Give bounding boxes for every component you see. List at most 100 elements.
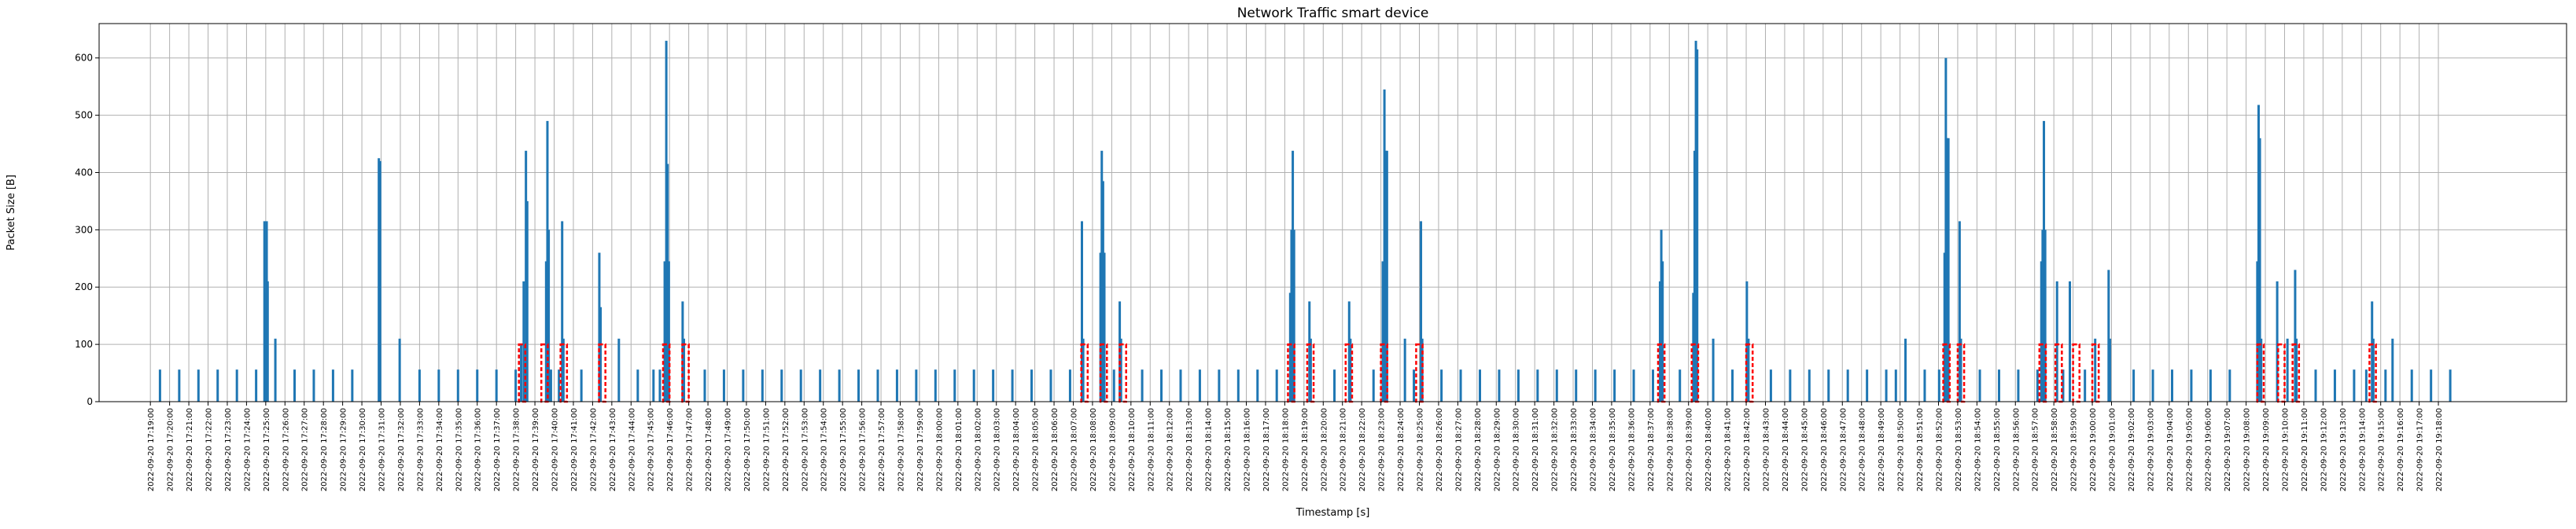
x-tick-label: 2022-09-20 19:11:00 — [2301, 408, 2309, 491]
data-bar — [2228, 369, 2231, 402]
data-bar — [1894, 369, 1897, 402]
data-bar — [2384, 369, 2387, 402]
x-tick-label: 2022-09-20 19:10:00 — [2281, 408, 2290, 491]
data-bar — [2294, 270, 2297, 402]
data-bar — [456, 369, 459, 402]
highlight-window — [1942, 343, 1951, 403]
x-tick-label: 2022-09-20 18:24:00 — [1397, 408, 1406, 491]
highlight-window — [1306, 343, 1315, 403]
highlight-markers — [518, 343, 2377, 403]
data-bar — [617, 338, 621, 402]
data-bar — [1712, 338, 1715, 402]
data-bar — [895, 369, 898, 402]
x-tick-label: 2022-09-20 17:56:00 — [859, 408, 868, 491]
highlight-window — [518, 343, 527, 403]
data-bar — [1945, 138, 1948, 402]
data-bar — [178, 369, 181, 402]
x-tick-label: 2022-09-20 17:59:00 — [916, 408, 925, 491]
x-tick-label: 2022-09-20 17:37:00 — [493, 408, 502, 491]
data-bar — [2286, 338, 2289, 402]
x-tick-label: 2022-09-20 17:54:00 — [820, 408, 829, 491]
x-tick-label: 2022-09-20 18:36:00 — [1627, 408, 1636, 491]
data-bar — [1100, 150, 1104, 402]
x-tick-label: 2022-09-20 18:30:00 — [1513, 408, 1521, 491]
data-bar — [2041, 230, 2044, 402]
data-bar — [1694, 40, 1697, 402]
x-tick-label: 2022-09-20 19:05:00 — [2185, 408, 2194, 491]
x-tick-label: 2022-09-20 17:36:00 — [474, 408, 483, 491]
x-tick-label: 2022-09-20 18:01:00 — [955, 408, 964, 491]
data-bar — [598, 252, 601, 402]
y-tick-label: 500 — [75, 110, 93, 121]
data-bar — [2094, 338, 2097, 402]
highlight-window — [1745, 343, 1754, 403]
data-bar — [1288, 292, 1292, 402]
data-bar — [418, 369, 421, 402]
data-bar — [2084, 369, 2087, 402]
x-tick-label: 2022-09-20 18:56:00 — [2012, 408, 2021, 491]
highlight-window — [2072, 343, 2080, 403]
x-tick-label: 2022-09-20 18:14:00 — [1205, 408, 1214, 491]
data-bar — [525, 150, 528, 402]
x-tick-label: 2022-09-20 18:59:00 — [2070, 408, 2079, 491]
x-tick-label: 2022-09-20 18:44:00 — [1782, 408, 1790, 491]
x-tick-label: 2022-09-20 18:38:00 — [1666, 408, 1675, 491]
x-tick-label: 2022-09-20 18:13:00 — [1185, 408, 1194, 491]
highlight-window — [2291, 343, 2301, 403]
data-bar — [1292, 230, 1295, 402]
x-tick-label: 2022-09-20 17:27:00 — [301, 408, 310, 491]
x-tick-label: 2022-09-20 18:42:00 — [1743, 408, 1752, 491]
data-bar — [1030, 369, 1034, 402]
x-tick-label: 2022-09-20 18:43:00 — [1762, 408, 1771, 491]
x-tick-label: 2022-09-20 19:00:00 — [2089, 408, 2098, 491]
x-tick-label: 2022-09-20 18:54:00 — [1973, 408, 1982, 491]
data-bar — [1384, 150, 1388, 402]
data-bar — [2108, 338, 2111, 402]
highlight-window — [2256, 343, 2265, 403]
data-bar — [1789, 369, 1792, 402]
x-tick-label: 2022-09-20 18:41:00 — [1724, 408, 1733, 491]
data-bar — [683, 338, 686, 402]
x-tick-label: 2022-09-20 19:09:00 — [2262, 408, 2271, 491]
data-bar — [2276, 281, 2279, 402]
x-tick-label: 2022-09-20 17:21:00 — [186, 408, 194, 491]
data-bar — [1385, 150, 1388, 402]
data-bar — [1292, 150, 1295, 402]
y-tick-label: 400 — [75, 167, 93, 178]
data-bar — [2260, 338, 2263, 402]
x-tick-label: 2022-09-20 17:29:00 — [340, 408, 348, 491]
x-tick-label: 2022-09-20 17:28:00 — [320, 408, 329, 491]
x-tick-label: 2022-09-20 17:58:00 — [897, 408, 906, 491]
data-bar — [780, 369, 783, 402]
data-bar — [1575, 369, 1578, 402]
data-bar — [1459, 369, 1462, 402]
data-bar — [561, 221, 564, 402]
x-tick-label: 2022-09-20 17:57:00 — [878, 408, 886, 491]
data-bar — [2209, 369, 2212, 402]
data-bar — [722, 369, 725, 402]
data-bar — [972, 369, 975, 402]
x-tick-label: 2022-09-20 18:40:00 — [1704, 408, 1713, 491]
data-bar — [1885, 369, 1888, 402]
data-bar — [1383, 89, 1386, 402]
data-bar — [1904, 338, 1907, 402]
highlight-window — [2277, 343, 2286, 403]
data-bar — [1555, 369, 1558, 402]
data-bar — [1679, 369, 1682, 402]
data-bar — [1478, 369, 1481, 402]
data-bar — [1769, 369, 1772, 402]
x-tick-label: 2022-09-20 18:18:00 — [1281, 408, 1290, 491]
data-bar — [1731, 369, 1734, 402]
x-tick-label: 2022-09-20 17:35:00 — [455, 408, 463, 491]
highlight-window — [2368, 343, 2377, 403]
x-tick-label: 2022-09-20 17:51:00 — [762, 408, 771, 491]
data-bar — [1660, 230, 1663, 402]
data-bar — [2132, 369, 2136, 402]
data-bar — [1413, 369, 1416, 402]
data-bar — [514, 369, 518, 402]
data-bar — [2256, 261, 2259, 402]
y-tick-label: 200 — [75, 281, 93, 292]
data-bar — [520, 344, 523, 402]
x-tick-label: 2022-09-20 17:49:00 — [724, 408, 733, 491]
